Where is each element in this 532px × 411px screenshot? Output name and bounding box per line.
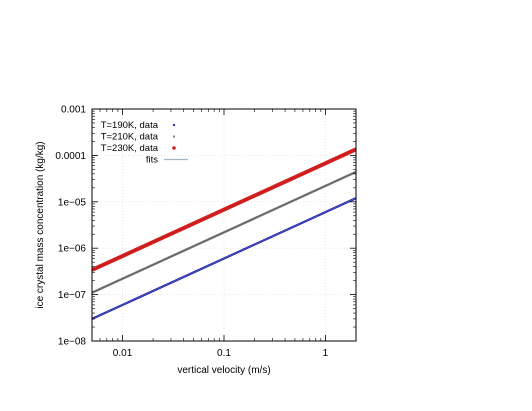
y-tick-label: 0.001 [61,105,86,116]
legend-label: fits [146,155,158,166]
legend-marker [172,123,176,127]
x-tick-label: 1 [323,348,329,359]
y-tick-label: 1e−05 [58,197,87,208]
fit-line-2 [92,171,356,293]
legend-label: T=190K, data [101,120,159,131]
y-tick-label: 1e−08 [58,337,87,348]
x-axis-label: vertical velocity (m/s) [177,365,270,376]
series-group [92,147,356,320]
ticks: 0.01 0.1 1 1e−08 1e−07 1e−06 1e−05 0.0001 0.001 [55,105,357,359]
y-axis-label: ice crystal mass concentration (kg/kg) [35,141,46,308]
y-tick-label: 1e−07 [58,290,87,301]
legend-marker [172,135,176,138]
fit-line-1 [92,197,356,320]
x-tick-label: 0.01 [113,348,133,359]
legend-label: T=230K, data [101,143,159,154]
x-tick-label: 0.1 [217,348,231,359]
legend-label: T=210K, data [101,132,159,143]
y-tick-label: 0.0001 [55,151,86,162]
fit-line-3 [92,149,356,271]
legend-marker [172,146,176,150]
y-tick-label: 1e−06 [58,244,87,255]
series-layer [92,147,356,320]
